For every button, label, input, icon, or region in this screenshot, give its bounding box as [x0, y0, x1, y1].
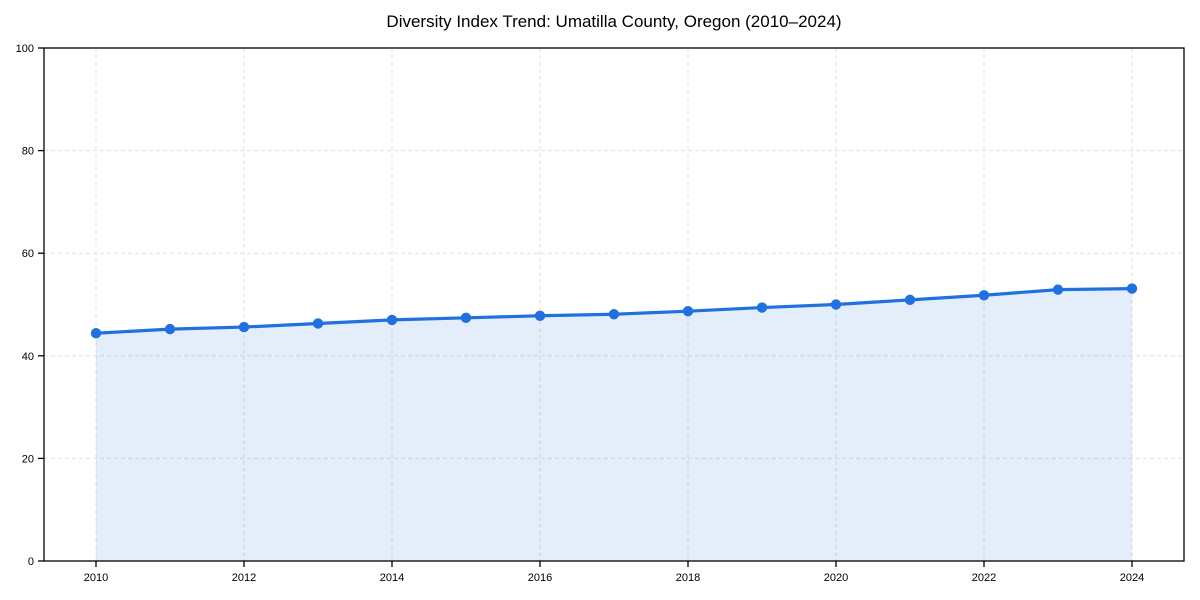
data-point — [756, 302, 768, 313]
x-tick-label: 2014 — [380, 572, 404, 584]
area-fill — [96, 288, 1132, 561]
x-tick-label: 2024 — [1120, 572, 1144, 584]
x-tick-label: 2012 — [232, 572, 256, 584]
data-point — [1052, 284, 1064, 295]
data-point — [90, 328, 102, 339]
y-tick-label: 0 — [28, 556, 34, 568]
chart-title: Diversity Index Trend: Umatilla County, … — [386, 12, 842, 31]
y-tick-label: 20 — [22, 453, 34, 465]
data-point — [1126, 283, 1138, 294]
y-tick-label: 60 — [22, 248, 34, 260]
data-point — [386, 314, 398, 326]
data-point — [682, 305, 694, 317]
x-tick-label: 2010 — [84, 572, 108, 584]
plot-frame — [43, 47, 1185, 562]
data-point — [238, 321, 250, 333]
data-point — [534, 310, 546, 321]
y-tick-label: 100 — [16, 43, 34, 55]
data-point — [460, 312, 472, 324]
x-tick-label: 2018 — [676, 572, 700, 584]
data-point — [830, 299, 842, 310]
y-tick-label: 80 — [22, 146, 34, 158]
data-point — [312, 318, 324, 329]
x-tick-label: 2020 — [824, 572, 848, 584]
y-tick-label: 40 — [22, 351, 34, 363]
x-tick-label: 2016 — [528, 572, 552, 584]
data-point — [978, 290, 990, 301]
x-tick-label: 2022 — [972, 572, 996, 584]
data-point — [164, 323, 176, 335]
data-point — [608, 309, 620, 320]
data-point — [904, 294, 916, 306]
